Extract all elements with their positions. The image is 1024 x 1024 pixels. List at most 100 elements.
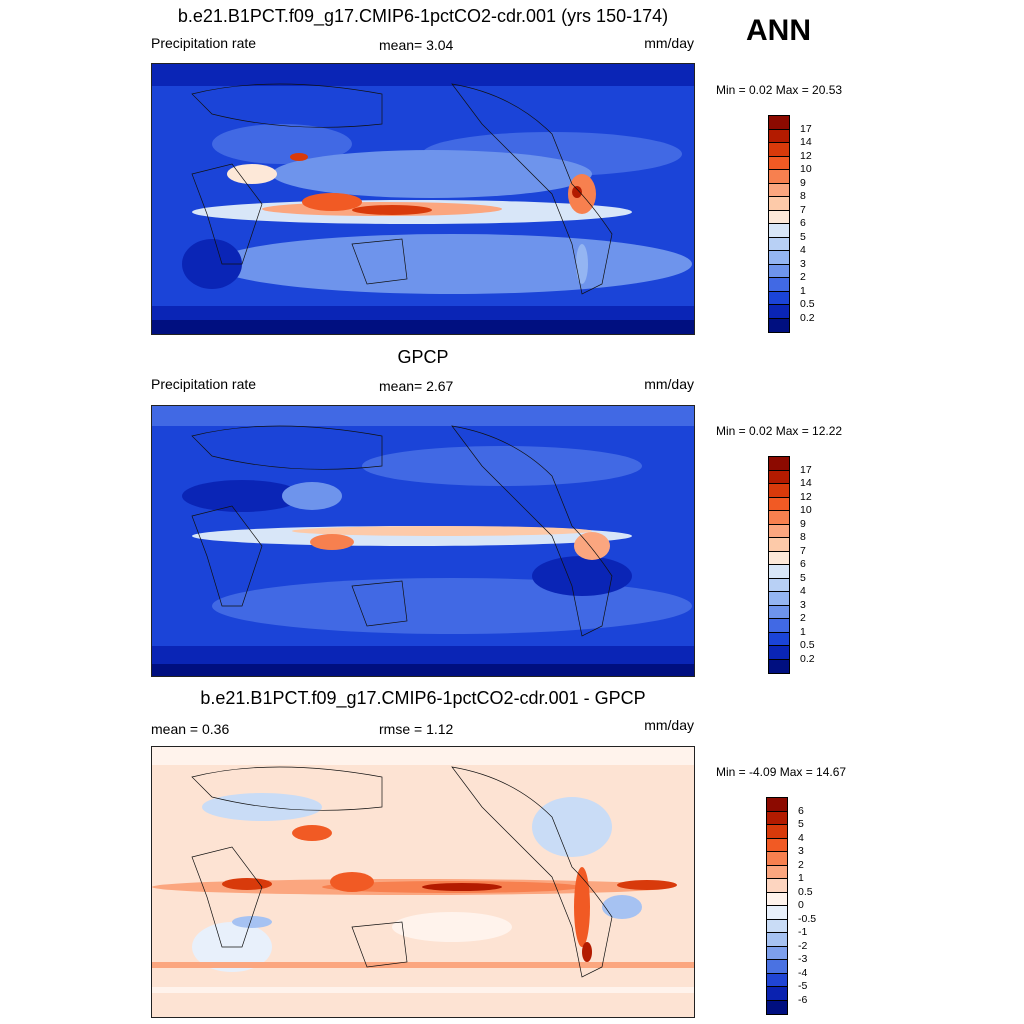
- panel-3-map: [151, 746, 695, 1018]
- panel-3-mean: mean = 0.36: [151, 721, 230, 737]
- colorbar-tick-label: 1: [798, 872, 804, 884]
- colorbar-swatch: [769, 264, 789, 278]
- colorbar-swatch: [767, 852, 787, 866]
- colorbar-tick-label: 3: [800, 257, 806, 270]
- colorbar-tick-label: 2: [798, 858, 804, 871]
- colorbar-tick-label: 7: [800, 544, 806, 557]
- colorbar-tick-label: 9: [800, 176, 806, 189]
- colorbar-tick-label: 3: [800, 598, 806, 611]
- colorbar-swatch: [769, 619, 789, 633]
- panel-1-colorbar: [768, 115, 790, 333]
- colorbar-tick-label: 4: [798, 831, 804, 844]
- colorbar-tick-label: 12: [800, 490, 812, 503]
- colorbar-tick-label: -5: [798, 980, 808, 992]
- colorbar-swatch: [769, 457, 789, 471]
- colorbar-swatch: [767, 987, 787, 1001]
- colorbar-tick-label: -6: [798, 993, 808, 1006]
- panel-1-map: [151, 63, 695, 335]
- colorbar-swatch: [769, 511, 789, 525]
- panel-1-left-label: Precipitation rate: [151, 35, 257, 51]
- colorbar-swatch: [769, 524, 789, 538]
- colorbar-swatch: [767, 798, 787, 812]
- colorbar-tick-label: 0.5: [800, 639, 815, 651]
- colorbar-tick-label: 14: [800, 136, 812, 148]
- panel-1-map-field: [152, 64, 694, 334]
- colorbar-tick-label: 8: [800, 190, 806, 202]
- colorbar-swatch: [767, 946, 787, 960]
- colorbar-tick-label: 17: [800, 122, 812, 135]
- colorbar-swatch: [769, 305, 789, 319]
- colorbar-swatch: [767, 1000, 787, 1014]
- colorbar-swatch: [769, 156, 789, 170]
- colorbar-tick-label: 4: [800, 585, 806, 597]
- colorbar-tick-label: 12: [800, 149, 812, 162]
- colorbar-swatch: [769, 592, 789, 606]
- colorbar-swatch: [769, 170, 789, 184]
- colorbar-swatch: [769, 551, 789, 565]
- colorbar-swatch: [767, 933, 787, 947]
- colorbar-tick-label: 17: [800, 463, 812, 476]
- colorbar-swatch: [769, 318, 789, 332]
- colorbar-swatch: [769, 578, 789, 592]
- colorbar-swatch: [769, 237, 789, 251]
- panel-3-colorbar: [766, 797, 788, 1015]
- colorbar-swatch: [769, 470, 789, 484]
- colorbar-tick-label: 2: [800, 612, 806, 624]
- colorbar-tick-label: 5: [800, 230, 806, 243]
- panel-3-minmax: Min = -4.09 Max = 14.67: [716, 765, 847, 779]
- colorbar-swatch: [767, 892, 787, 906]
- colorbar-swatch: [769, 646, 789, 660]
- colorbar-swatch: [767, 825, 787, 839]
- colorbar-swatch: [767, 960, 787, 974]
- colorbar-tick-label: -3: [798, 953, 808, 965]
- colorbar-tick-label: 1: [800, 284, 806, 297]
- colorbar-tick-label: 0.5: [800, 298, 815, 310]
- panel-1-title: b.e21.B1PCT.f09_g17.CMIP6-1pctCO2-cdr.00…: [177, 6, 669, 26]
- colorbar-tick-label: 6: [798, 804, 804, 817]
- colorbar-swatch: [769, 183, 789, 197]
- colorbar-swatch: [767, 838, 787, 852]
- colorbar-swatch: [767, 811, 787, 825]
- colorbar-swatch: [769, 565, 789, 579]
- panel-2-colorbar: [768, 456, 790, 674]
- colorbar-tick-label: 0: [798, 899, 804, 911]
- colorbar-tick-label: -4: [798, 966, 808, 979]
- colorbar-tick-label: -0.5: [798, 912, 817, 925]
- colorbar-swatch: [769, 484, 789, 498]
- panel-2-map: [151, 405, 695, 677]
- colorbar-tick-label: 4: [800, 244, 806, 256]
- colorbar-swatch: [769, 129, 789, 143]
- colorbar-swatch: [769, 538, 789, 552]
- panel-2-minmax: Min = 0.02 Max = 12.22: [716, 424, 843, 438]
- colorbar-swatch: [769, 605, 789, 619]
- colorbar-tick-label: 3: [798, 845, 804, 857]
- colorbar-swatch: [767, 973, 787, 987]
- panel-2-title: GPCP: [397, 347, 449, 367]
- colorbar-swatch: [769, 291, 789, 305]
- colorbar-tick-label: 14: [800, 477, 812, 489]
- colorbar-tick-label: 9: [800, 517, 806, 530]
- panel-3-title: b.e21.B1PCT.f09_g17.CMIP6-1pctCO2-cdr.00…: [200, 688, 646, 708]
- colorbar-swatch: [769, 224, 789, 238]
- colorbar-tick-label: 0.2: [800, 652, 815, 665]
- colorbar-swatch: [769, 659, 789, 673]
- colorbar-swatch: [769, 210, 789, 224]
- panel-2-units: mm/day: [644, 376, 694, 392]
- colorbar-swatch: [769, 632, 789, 646]
- season-label: ANN: [746, 14, 811, 47]
- colorbar-tick-label: 10: [800, 163, 812, 175]
- panel-3-rmse: rmse = 1.12: [379, 721, 454, 737]
- panel-3-map-field: [152, 747, 694, 1017]
- panel-1-mean: mean= 3.04: [379, 37, 454, 53]
- colorbar-swatch: [767, 919, 787, 933]
- colorbar-tick-label: 6: [800, 217, 806, 229]
- panel-2-left-label: Precipitation rate: [151, 376, 257, 392]
- colorbar-tick-label: 5: [800, 571, 806, 584]
- colorbar-tick-label: 0.5: [798, 885, 813, 898]
- panel-2-map-field: [152, 406, 694, 676]
- colorbar-tick-label: 10: [800, 504, 812, 516]
- colorbar-tick-label: 2: [800, 271, 806, 283]
- colorbar-tick-label: 8: [800, 531, 806, 543]
- colorbar-tick-label: 5: [798, 818, 804, 830]
- colorbar-tick-label: -1: [798, 926, 808, 938]
